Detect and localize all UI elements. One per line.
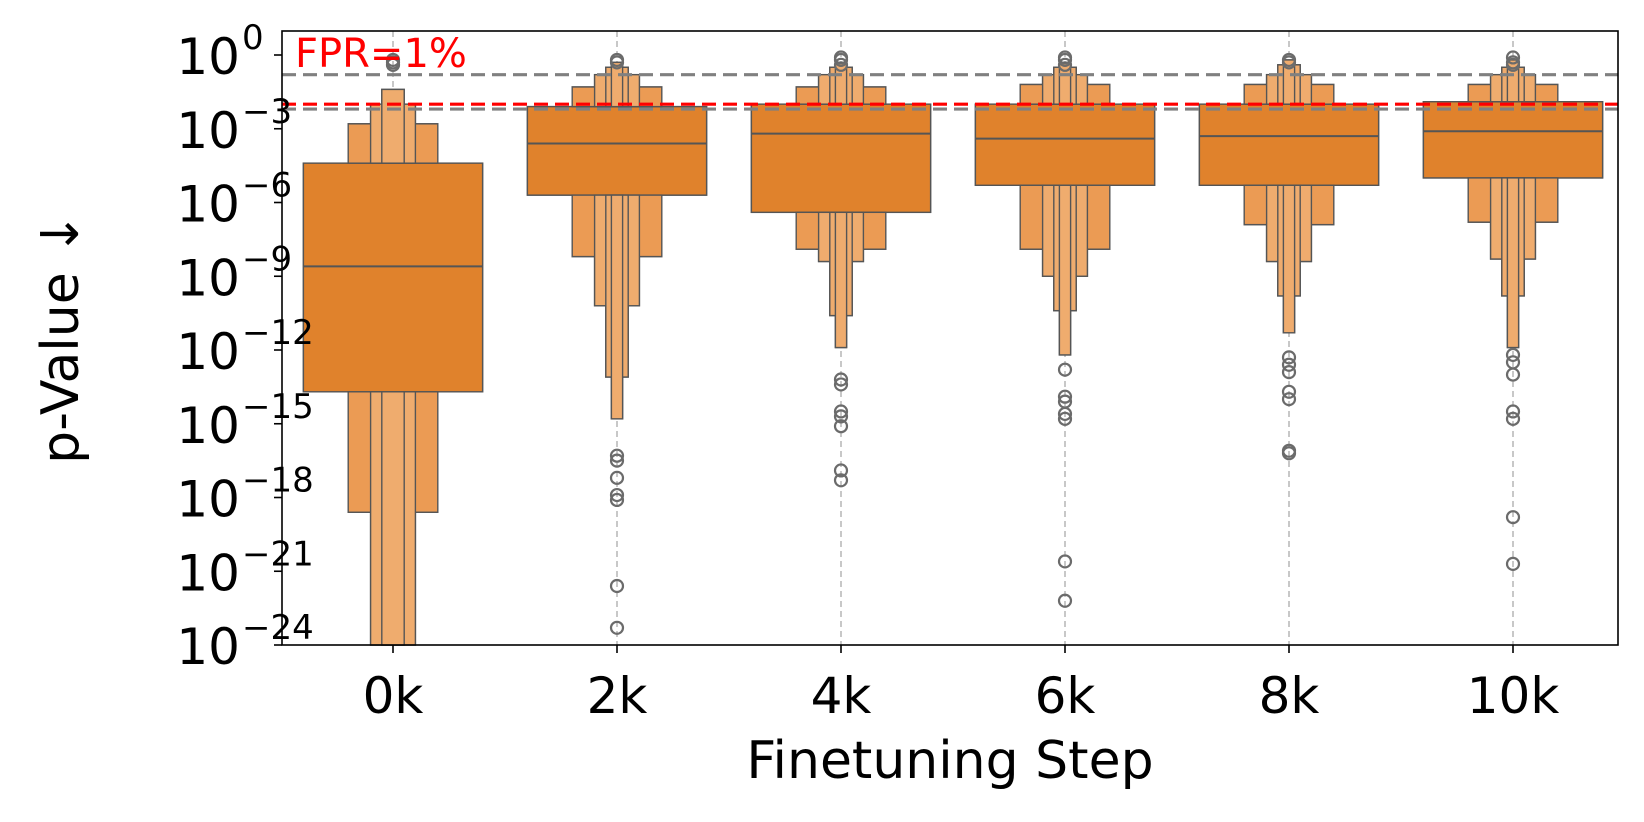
- boxen-tail-box: [1282, 59, 1296, 105]
- boxen-tail-box: [1282, 184, 1296, 334]
- y-tick-label: 10: [176, 323, 240, 381]
- x-tick-label-4k: 4k: [811, 667, 872, 725]
- x-tick-label-6k: 6k: [1035, 667, 1096, 725]
- boxen-main-box: [302, 162, 484, 393]
- outlier-points: [385, 50, 1521, 635]
- boxen-main-box: [1198, 103, 1380, 186]
- outlier-point: [1281, 365, 1297, 380]
- y-tick-exponent: −21: [242, 534, 314, 574]
- outlier-point: [833, 372, 849, 387]
- outlier-point: [1505, 367, 1521, 382]
- x-tick-label-0k: 0k: [363, 667, 424, 725]
- x-tick-label-2k: 2k: [587, 667, 648, 725]
- outlier-point: [833, 473, 849, 488]
- plot-frame: [281, 30, 1619, 646]
- y-tick-label: 10: [176, 176, 240, 234]
- fpr-label: FPR=1%: [295, 31, 467, 77]
- y-tick-exponent: −18: [242, 461, 314, 501]
- boxen-plots: [302, 59, 1604, 646]
- outlier-point: [1057, 411, 1073, 426]
- outlier-point: [1057, 52, 1073, 68]
- boxen-tail-box: [381, 391, 405, 646]
- y-tick-label: 10: [176, 544, 240, 602]
- outlier-point: [609, 470, 625, 485]
- y-tick-exponent: −15: [242, 387, 314, 427]
- y-tick-label: 10: [176, 102, 240, 160]
- outlier-point: [1505, 411, 1521, 426]
- boxen-tail-box: [610, 61, 624, 108]
- outlier-point: [833, 52, 849, 68]
- outlier-point: [1057, 554, 1073, 569]
- outlier-point: [1057, 362, 1073, 377]
- outlier-point: [1505, 510, 1521, 525]
- boxen-main-box: [750, 103, 932, 214]
- outlier-point: [609, 492, 625, 508]
- boxen-tail-box: [610, 194, 624, 420]
- outlier-point: [1505, 50, 1521, 65]
- boxen-main-box: [974, 103, 1156, 186]
- x-axis-title: Finetuning Step: [746, 731, 1153, 791]
- boxen-main-box: [526, 105, 708, 196]
- outlier-point: [1057, 57, 1073, 72]
- outlier-point: [1281, 350, 1297, 365]
- y-tick-exponent: 0: [242, 18, 264, 58]
- outlier-point: [1281, 357, 1297, 372]
- x-tick-label-8k: 8k: [1259, 667, 1320, 725]
- y-tick-exponent: −12: [242, 313, 314, 353]
- outlier-point: [609, 453, 625, 468]
- x-tick-label-10k: 10k: [1467, 667, 1560, 725]
- y-tick-label: 10: [176, 397, 240, 455]
- outlier-point: [609, 55, 625, 70]
- y-tick-exponent: −6: [242, 166, 292, 206]
- outlier-point: [1281, 55, 1297, 70]
- outlier-point: [385, 57, 401, 72]
- y-tick-exponent: −9: [242, 239, 292, 279]
- boxen-tail-box: [834, 211, 848, 349]
- outlier-point: [833, 463, 849, 478]
- outlier-point: [1281, 384, 1297, 399]
- outlier-point: [833, 419, 849, 434]
- outlier-point: [1281, 392, 1297, 407]
- boxen-tail-box: [1506, 177, 1520, 349]
- y-tick-exponent: −24: [242, 608, 314, 648]
- outlier-point: [1057, 389, 1073, 404]
- y-axis-title: p-Value ↓: [31, 212, 91, 464]
- outlier-point: [1505, 404, 1521, 419]
- y-tick-label: 10: [176, 249, 240, 307]
- outlier-point: [833, 377, 849, 392]
- y-tick-label: 10: [176, 471, 240, 529]
- boxen-main-box: [1422, 101, 1604, 179]
- reference-lines: [282, 73, 1618, 111]
- outlier-point: [609, 620, 625, 635]
- outlier-point: [609, 487, 625, 503]
- outlier-point: [1505, 347, 1521, 363]
- outlier-point: [1057, 406, 1073, 422]
- y-tick-label: 10: [176, 618, 240, 676]
- y-tick-label: 10: [176, 28, 240, 86]
- outlier-point: [1505, 57, 1521, 72]
- outlier-point: [833, 57, 849, 72]
- outlier-point: [1057, 593, 1073, 608]
- outlier-point: [833, 404, 849, 419]
- outlier-point: [609, 448, 625, 463]
- outlier-point: [833, 409, 849, 424]
- outlier-point: [1281, 446, 1297, 461]
- boxen-tail-box: [381, 88, 405, 164]
- y-tick-exponent: −3: [242, 92, 292, 132]
- outlier-point: [609, 578, 625, 594]
- boxen-tail-box: [1058, 184, 1072, 356]
- outlier-point: [1505, 556, 1521, 571]
